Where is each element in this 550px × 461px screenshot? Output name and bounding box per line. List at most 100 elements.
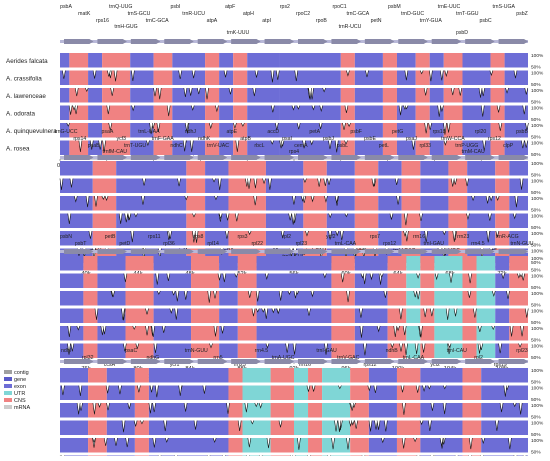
- variation-dip-outline: [513, 70, 518, 79]
- variation-dip: [172, 291, 176, 295]
- track-segment: [406, 273, 421, 288]
- gene-label: psbJ: [323, 136, 334, 142]
- variation-dip-outline: [247, 290, 252, 298]
- track-segment: [382, 123, 397, 138]
- variation-dip-outline: [152, 402, 156, 413]
- variation-dip: [344, 213, 348, 217]
- track-segment: [219, 343, 238, 358]
- variation-dip-outline: [209, 343, 213, 349]
- track-segment: [153, 256, 192, 271]
- gene-label: rps12: [383, 241, 396, 247]
- variation-dip-outline: [437, 105, 441, 117]
- track-segment: [270, 368, 294, 383]
- variation-dip-outline: [171, 290, 176, 296]
- track-segment: [354, 343, 388, 358]
- variation-dip-outline: [419, 213, 423, 222]
- track-segment: [83, 273, 98, 288]
- track-segment: [88, 385, 107, 400]
- variation-dip: [151, 326, 155, 338]
- gene-label: rrn23: [457, 234, 469, 240]
- variation-dip-outline: [396, 325, 400, 332]
- variation-dip-outline: [270, 140, 275, 145]
- variation-dip: [324, 196, 328, 202]
- y-tick-label: 50%: [531, 152, 541, 158]
- track-segment: [265, 231, 304, 246]
- variation-dip-outline: [481, 437, 486, 444]
- track-segment: [434, 291, 463, 306]
- track-segment: [303, 231, 327, 246]
- variation-dip: [347, 123, 351, 127]
- variation-dip: [319, 123, 323, 129]
- variation-dip: [305, 231, 309, 236]
- y-tick-label: 50%: [531, 415, 541, 421]
- track-segment: [396, 140, 416, 155]
- variation-dip-outline: [262, 178, 266, 185]
- track-segment: [97, 291, 126, 306]
- variation-dip: [192, 213, 196, 217]
- variation-dip: [228, 88, 232, 95]
- variation-dip-outline: [76, 402, 81, 415]
- track-segment: [476, 326, 496, 341]
- variation-dip-outline: [486, 230, 491, 243]
- legend-swatch: [4, 391, 12, 395]
- track-segment: [102, 140, 131, 155]
- variation-dip: [310, 291, 314, 297]
- variation-dip-outline: [334, 420, 338, 432]
- variation-dip: [94, 308, 98, 320]
- track-segment: [186, 196, 206, 211]
- y-tick-label: 50%: [531, 100, 541, 106]
- variation-dip-outline: [473, 308, 477, 318]
- variation-dip-outline: [168, 230, 172, 239]
- variation-dip: [250, 420, 254, 424]
- variation-dip-outline: [135, 343, 140, 350]
- track-segment: [116, 178, 187, 193]
- variation-dip-outline: [247, 230, 252, 236]
- track-segment: [443, 70, 463, 85]
- track-segment: [256, 326, 332, 341]
- track-segment: [434, 273, 463, 288]
- variation-dip: [324, 343, 328, 355]
- track-segment: [69, 105, 89, 120]
- track-segment: [462, 368, 482, 383]
- variation-dip: [435, 273, 439, 280]
- variation-dip-outline: [244, 402, 249, 413]
- variation-dip: [268, 178, 272, 190]
- track-segment: [382, 88, 397, 103]
- track-segment: [322, 403, 351, 418]
- variation-dip-outline: [495, 195, 500, 201]
- variation-dip: [194, 420, 198, 430]
- track-segment: [247, 70, 280, 85]
- variation-dip-outline: [322, 87, 326, 93]
- variation-dip: [360, 273, 364, 278]
- variation-dip-outline: [59, 178, 64, 191]
- gene-label: psbI: [171, 4, 181, 10]
- variation-dip-outline: [524, 308, 529, 318]
- variation-dip: [101, 196, 105, 200]
- gene-arrow: [431, 359, 462, 364]
- variation-dip: [449, 273, 453, 283]
- variation-dip-outline: [288, 213, 292, 221]
- variation-dip: [519, 273, 523, 277]
- track-segment: [130, 70, 154, 85]
- variation-dip: [192, 70, 196, 79]
- variation-dip: [247, 178, 251, 189]
- variation-dip: [346, 70, 350, 76]
- variation-dip-outline: [183, 290, 188, 300]
- gene-label: atpA: [207, 18, 218, 24]
- track-segment: [130, 88, 154, 103]
- track-segment: [495, 273, 510, 288]
- variation-dip-outline: [114, 437, 118, 446]
- variation-dip: [150, 385, 154, 393]
- variation-dip: [513, 213, 517, 219]
- track-segment: [191, 273, 220, 288]
- track-segment: [233, 53, 248, 68]
- gene-arrow: [465, 39, 495, 44]
- variation-dip: [248, 231, 252, 235]
- variation-dip-outline: [85, 195, 90, 208]
- track-segment: [331, 291, 355, 306]
- variation-dip-outline: [428, 420, 432, 431]
- variation-dip: [169, 308, 173, 313]
- variation-dip: [266, 438, 270, 449]
- track-segment: [116, 196, 187, 211]
- track-segment: [462, 256, 477, 271]
